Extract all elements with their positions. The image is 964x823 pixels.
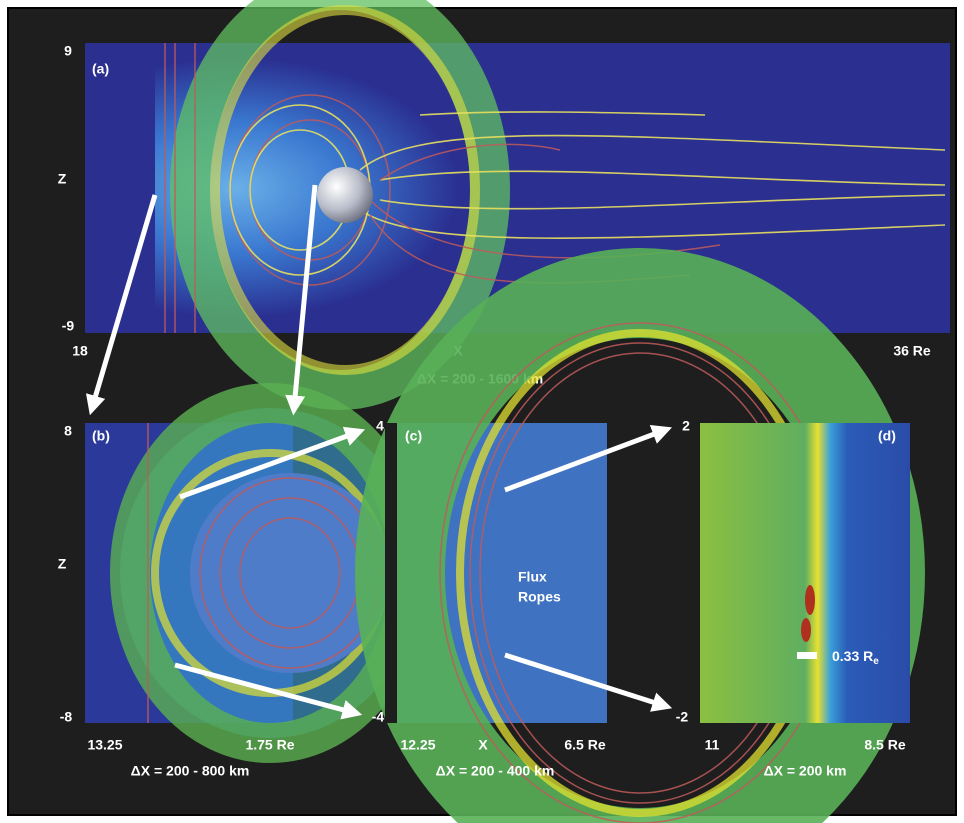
y-top: 9 <box>64 43 72 59</box>
x-right: 36 Re <box>893 343 931 359</box>
zoom-bottom: -2 <box>676 709 689 725</box>
y-bottom: -8 <box>60 709 73 725</box>
annotation: Ropes <box>518 589 561 605</box>
panel-label: (c) <box>405 428 422 444</box>
x-axis-label: X <box>478 737 488 753</box>
x-left: 18 <box>72 343 88 359</box>
panel-d: (d) 0.33 Re <box>700 423 910 723</box>
resolution: ΔX = 200 - 800 km <box>131 763 250 779</box>
x-right: 6.5 Re <box>564 737 605 753</box>
y-axis-label: Z <box>58 556 67 572</box>
x-right: 1.75 Re <box>245 737 294 753</box>
y-bottom: -9 <box>62 318 75 334</box>
panel-label: (d) <box>878 428 896 444</box>
x-left: 12.25 <box>400 737 435 753</box>
resolution: ΔX = 200 km <box>764 763 847 779</box>
y-axis-label: Z <box>58 171 67 187</box>
y-top: 8 <box>64 423 72 439</box>
zoom-top: 4 <box>376 418 384 434</box>
panel-label: (a) <box>92 61 109 77</box>
x-left: 13.25 <box>87 737 122 753</box>
resolution: ΔX = 200 - 400 km <box>436 763 555 779</box>
x-right: 8.5 Re <box>864 737 905 753</box>
annotation: Flux <box>518 569 547 585</box>
zoom-top: 2 <box>682 418 690 434</box>
figure: (a) 9 -9 Z 18 X 36 Re ΔX = 200 - 1600 km… <box>0 0 964 823</box>
x-left: 11 <box>705 737 720 753</box>
scale-bar <box>797 652 817 659</box>
panel-label: (b) <box>92 428 110 444</box>
